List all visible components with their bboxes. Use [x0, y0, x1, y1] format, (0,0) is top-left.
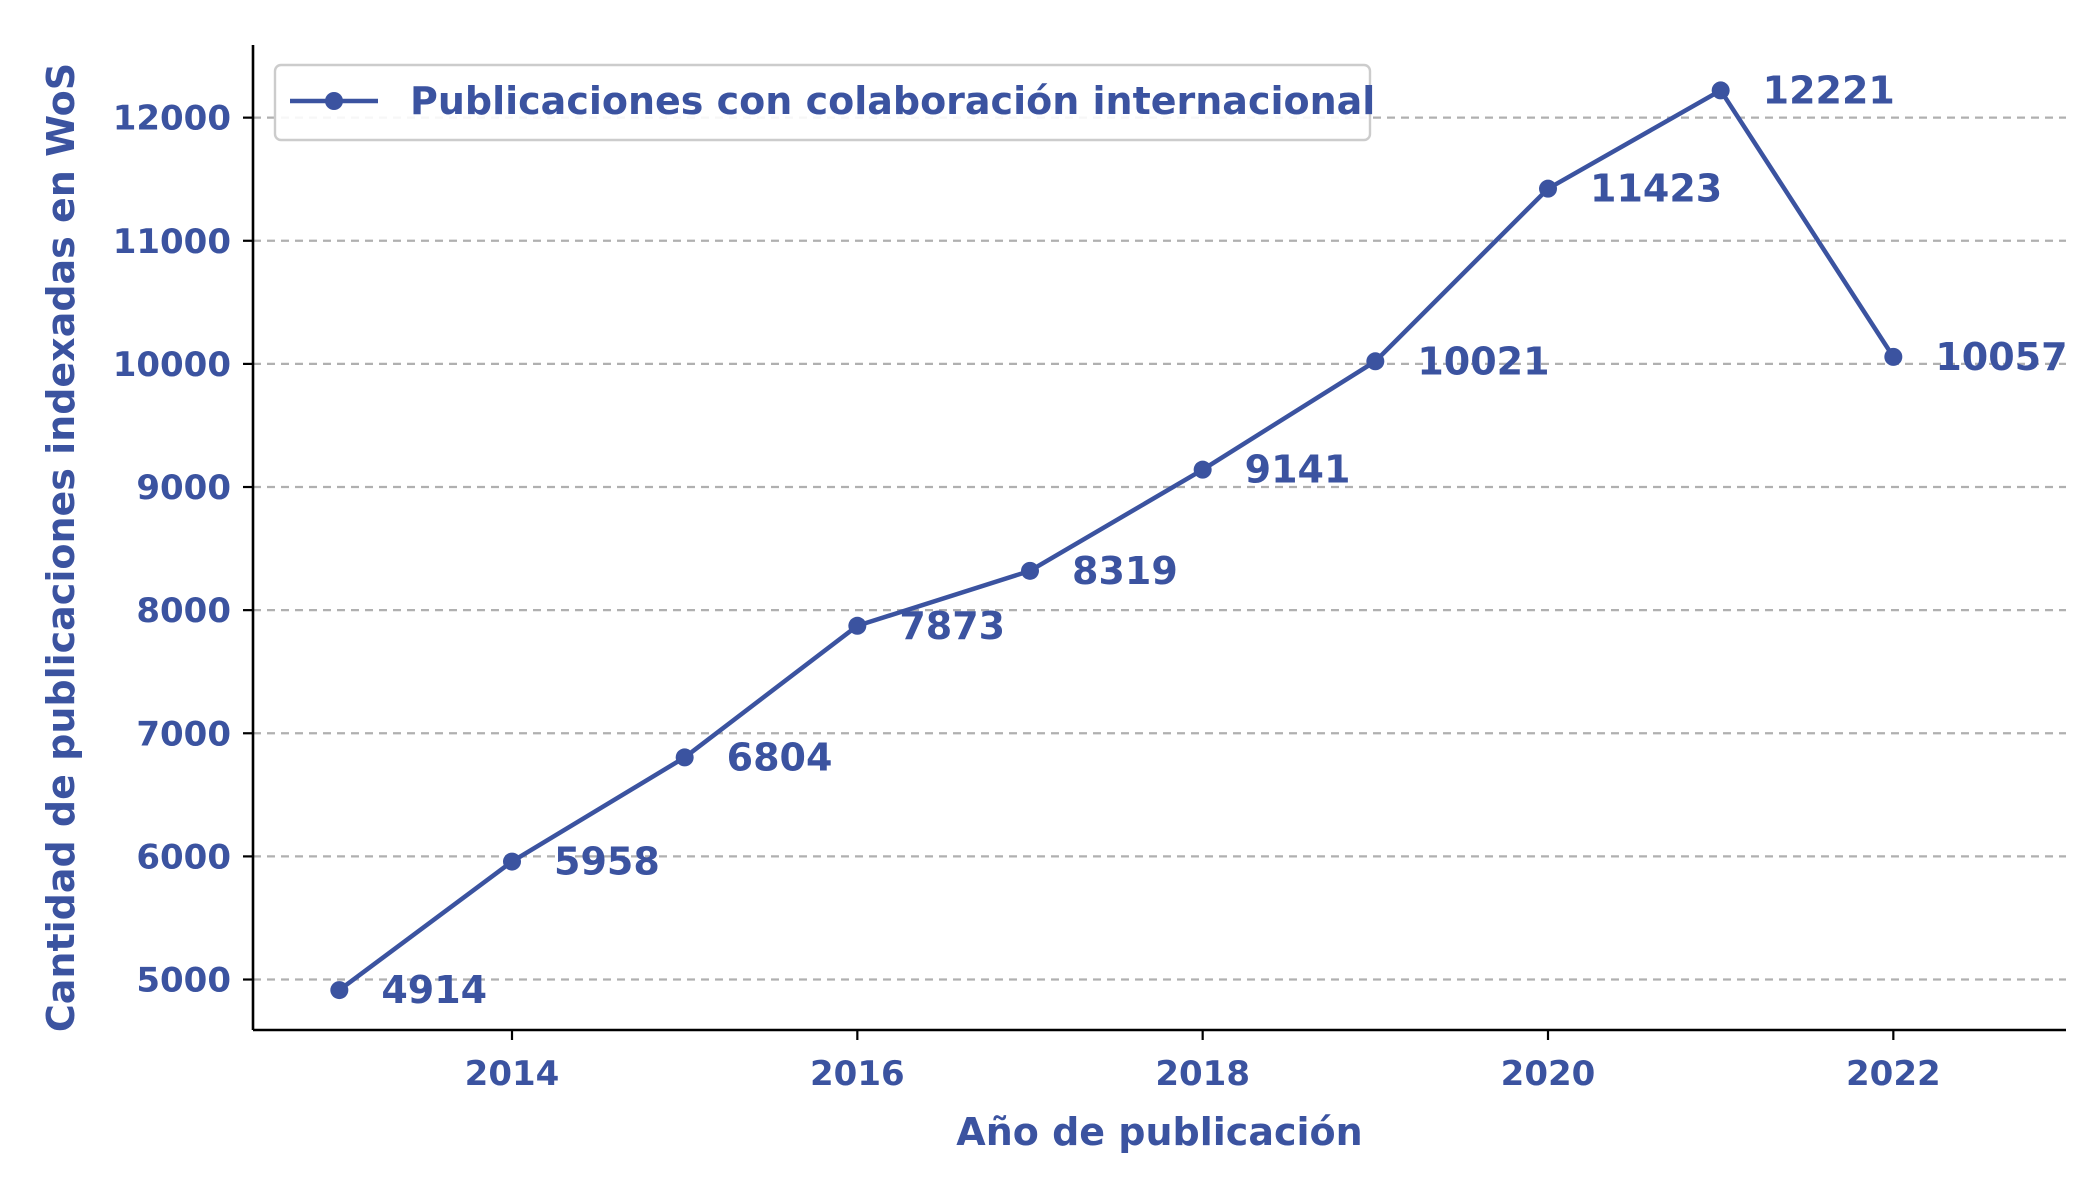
y-tick-label: 12000 [113, 99, 231, 139]
data-point [848, 616, 867, 635]
y-tick-label: 7000 [136, 714, 231, 754]
x-tick-label: 2014 [465, 1054, 560, 1094]
x-tick-label: 2022 [1846, 1054, 1941, 1094]
y-tick-label: 10000 [113, 345, 231, 385]
x-axis-label: Año de publicación [956, 1110, 1362, 1154]
data-point [675, 748, 694, 767]
y-tick-label: 5000 [136, 961, 231, 1001]
series-layer [330, 81, 1903, 1000]
y-tick-label: 11000 [113, 222, 231, 262]
y-axis-label: Cantidad de publicaciones indexadas en W… [39, 63, 83, 1032]
data-label: 10021 [1417, 339, 1549, 383]
data-label: 5958 [554, 840, 660, 884]
y-tick-label: 6000 [136, 837, 231, 877]
x-tick-label: 2016 [810, 1054, 905, 1094]
data-label: 6804 [727, 735, 833, 779]
data-label: 12221 [1763, 68, 1895, 112]
data-label: 7873 [899, 604, 1005, 648]
data-point [1711, 81, 1730, 100]
x-tick-label: 2020 [1501, 1054, 1596, 1094]
data-labels: 4914 5958 6804 7873 8319 9141 10021 11423 12221 1… [381, 68, 2067, 1012]
data-point [1193, 460, 1212, 479]
data-point [503, 852, 521, 871]
data-label: 8319 [1072, 549, 1178, 593]
y-tick-label: 8000 [136, 591, 231, 631]
data-point [1366, 352, 1385, 371]
series-line [337, 88, 1896, 992]
axes [243, 45, 2066, 1040]
data-label: 11423 [1590, 167, 1722, 211]
data-label: 10057 [1935, 335, 2067, 379]
y-tick-label: 9000 [136, 468, 231, 508]
legend-box [273, 63, 1372, 142]
data-label: 4914 [381, 968, 487, 1012]
data-point [1539, 179, 1557, 198]
tick-labels: 5000 6000 7000 8000 9000 10000 11000 12000 2014 2… [113, 99, 1941, 1094]
data-point [330, 981, 349, 1000]
x-tick-label: 2018 [1155, 1054, 1250, 1094]
data-point [1884, 347, 1903, 366]
legend-label: Publicaciones con colaboración internaci… [410, 79, 1375, 123]
legend: Publicaciones con colaboración internaci… [273, 63, 1375, 142]
legend-marker-swatch [325, 92, 343, 110]
data-label: 9141 [1245, 448, 1351, 492]
data-point [1021, 561, 1039, 580]
